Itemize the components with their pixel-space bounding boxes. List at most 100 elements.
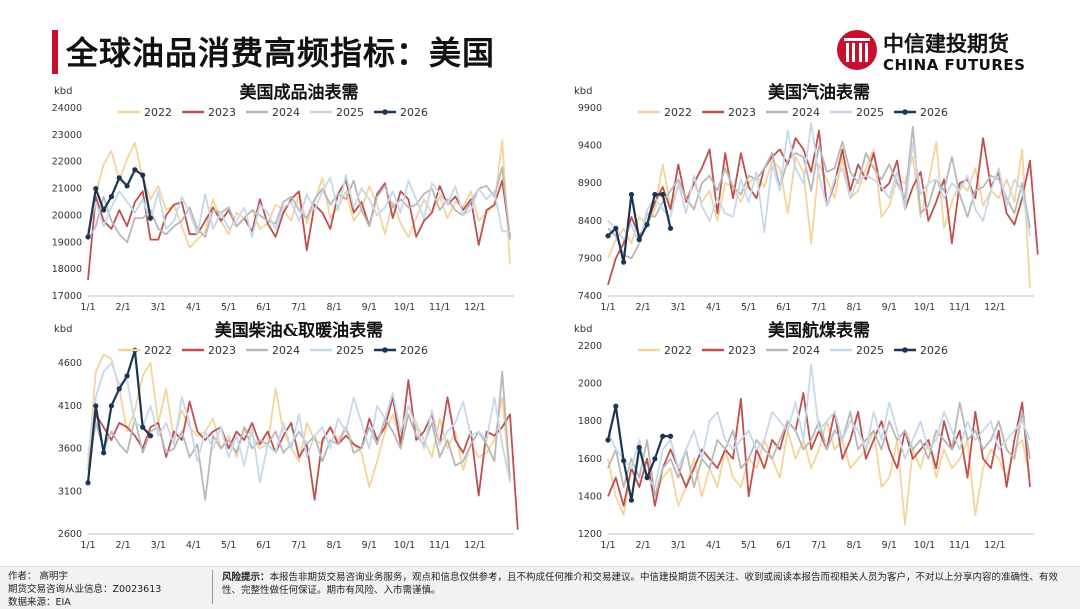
y-axis-unit-label: kbd <box>54 86 73 97</box>
x-tick-label: 10/1 <box>914 540 935 551</box>
x-tick-label: 2/1 <box>636 540 651 551</box>
footer-source: 数据来源：EIA <box>8 597 71 608</box>
y-tick-label: 1400 <box>578 491 602 502</box>
series-point-2026 <box>628 191 635 198</box>
series-point-2026 <box>644 475 650 481</box>
risk-text: 本报告非期货交易咨询业务服务，观点和信息仅供参考，且不构成任何推介和交易建议。中… <box>222 572 1059 596</box>
x-tick-label: 8/1 <box>847 540 862 551</box>
footer-risk-notice: 风险提示：本报告非期货交易咨询业务服务，观点和信息仅供参考，且不构成任何推介和交… <box>222 571 1062 597</box>
x-tick-label: 4/1 <box>706 540 721 551</box>
series-point-2026 <box>116 386 122 392</box>
x-tick-label: 9/1 <box>362 302 377 313</box>
chart-us-distillate-demand: 美国柴油&取暖油表需 kbd 2600 3100 3600 4100 4600 1/1 2/1 3… <box>40 318 520 558</box>
series-point-2026 <box>132 167 138 173</box>
y-tick-label: 20000 <box>52 210 82 221</box>
series-line-2025 <box>87 174 510 238</box>
y-tick-label: 1200 <box>578 529 602 540</box>
x-tick-label: 2/1 <box>636 302 651 313</box>
y-tick-label: 21000 <box>52 184 82 195</box>
y-axis-unit-label: kbd <box>54 324 73 335</box>
y-tick-label: 1800 <box>578 416 602 427</box>
y-tick-label: 24000 <box>52 103 82 114</box>
series-point-2026 <box>636 444 642 451</box>
series-point-2026 <box>101 207 107 213</box>
x-tick-label: 5/1 <box>741 302 756 313</box>
y-tick-label: 17000 <box>52 291 82 302</box>
x-tick-label: 12/1 <box>984 302 1005 313</box>
series-line-2022 <box>607 420 1031 526</box>
legend-label-2023: 2023 <box>728 106 756 119</box>
x-tick-label: 7/1 <box>811 302 826 313</box>
y-tick-label: 8900 <box>578 178 602 189</box>
chart-title: 美国航煤表需 <box>768 320 870 341</box>
logo-english-name: CHINA FUTURES <box>883 56 1026 74</box>
series-line-2025 <box>607 122 1031 245</box>
x-tick-label: 5/1 <box>221 540 236 551</box>
x-tick-label: 8/1 <box>847 302 862 313</box>
series-line-2024 <box>87 166 511 244</box>
chart-svg: 美国成品油表需 kbd 17000 18000 19000 20000 21000 22000… <box>52 82 514 313</box>
chart-svg: 美国柴油&取暖油表需 kbd 2600 3100 3600 4100 4600 1/1 2/1 3… <box>54 320 519 551</box>
legend-label-2025: 2025 <box>856 106 884 119</box>
x-tick-label: 10/1 <box>394 302 415 313</box>
series-point-2026 <box>636 237 642 243</box>
x-tick-label: 7/1 <box>811 540 826 551</box>
series-point-2026 <box>124 183 130 189</box>
x-tick-label: 1/1 <box>80 302 95 313</box>
chart-svg: 美国航煤表需 kbd 1200 1400 1600 1800 2000 2200 1/1 2/1 3… <box>574 320 1034 551</box>
x-tick-label: 6/1 <box>776 302 791 313</box>
series-point-2026 <box>140 172 146 178</box>
x-tick-label: 2/1 <box>116 302 131 313</box>
series-point-2026 <box>85 480 91 486</box>
series-point-2026 <box>140 424 146 430</box>
series-point-2026 <box>116 175 122 181</box>
y-tick-label: 7400 <box>578 291 602 302</box>
x-tick-label: 3/1 <box>671 302 686 313</box>
chart-svg: 美国汽油表需 kbd 7400 7900 8400 8900 9400 9900 1/1 2/1 3… <box>574 82 1039 313</box>
logo: 中信建投期货 CHINA FUTURES <box>835 28 1035 78</box>
series-point-2026 <box>652 456 658 462</box>
legend-marker-2026 <box>902 347 908 353</box>
footer-author: 作者： 高明宇 <box>8 571 69 582</box>
series-point-2026 <box>660 433 666 439</box>
y-tick-label: 9400 <box>578 141 602 152</box>
series-point-2026 <box>147 433 154 439</box>
y-tick-label: 2600 <box>58 529 82 540</box>
x-tick-label: 8/1 <box>327 302 342 313</box>
legend-label-2022: 2022 <box>664 344 692 357</box>
legend-marker-2026 <box>902 109 908 115</box>
legend-label-2024: 2024 <box>792 106 820 119</box>
legend-label-2024: 2024 <box>272 106 300 119</box>
series-point-2026 <box>621 458 627 464</box>
series-point-2026 <box>628 497 635 503</box>
y-tick-label: 7900 <box>578 253 602 264</box>
footer-divider <box>212 570 213 604</box>
title-accent-bar <box>52 30 58 74</box>
y-tick-label: 4100 <box>58 401 82 412</box>
series-line-2024 <box>87 370 511 501</box>
series-point-2026 <box>660 191 666 198</box>
chart-us-gasoline-demand: 美国汽油表需 kbd 7400 7900 8400 8900 9400 9900 1/1 2/1 3… <box>560 80 1040 320</box>
series-point-2026 <box>605 233 611 239</box>
x-tick-label: 11/1 <box>949 302 970 313</box>
x-tick-label: 10/1 <box>394 540 415 551</box>
legend-label-2026: 2026 <box>400 106 428 119</box>
series-point-2026 <box>667 225 674 231</box>
legend-label-2026: 2026 <box>400 344 428 357</box>
series-point-2026 <box>124 373 130 379</box>
series-point-2026 <box>652 191 658 198</box>
x-tick-label: 4/1 <box>706 302 721 313</box>
legend-label-2022: 2022 <box>664 106 692 119</box>
y-tick-label: 3100 <box>58 486 82 497</box>
x-tick-label: 5/1 <box>221 302 236 313</box>
logo-chinese-name: 中信建投期货 <box>883 32 1009 56</box>
footer <box>0 566 1080 609</box>
y-tick-label: 2000 <box>578 379 602 390</box>
series-line-2024 <box>607 401 1031 498</box>
series-point-2026 <box>93 403 99 409</box>
legend-marker-2026 <box>382 347 388 353</box>
series-line-2023 <box>87 179 511 280</box>
logo-emblem-icon <box>837 30 877 70</box>
x-tick-label: 7/1 <box>291 302 306 313</box>
series-point-2026 <box>108 194 115 200</box>
